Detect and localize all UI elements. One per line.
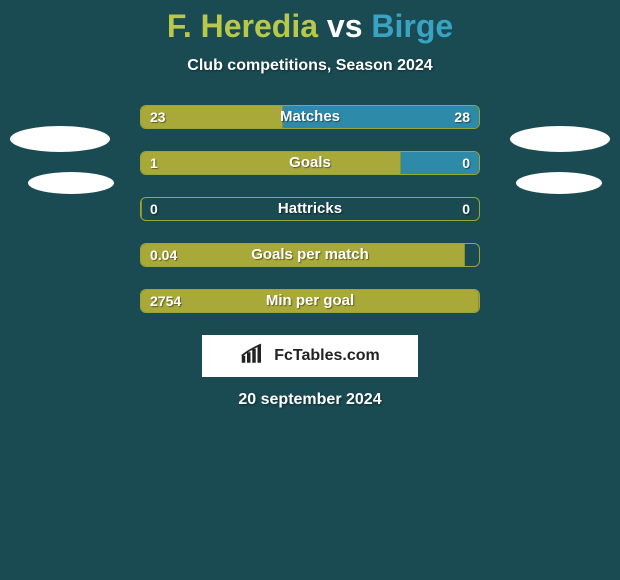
player2-value: 0 [462,151,470,175]
stat-row: 0 Hattricks 0 [0,197,620,221]
player2-name: Birge [371,8,453,44]
player2-value: 28 [454,105,470,129]
player2-value: 0 [462,197,470,221]
player1-name: F. Heredia [167,8,318,44]
stats-rows: 23 Matches 28 1 Goals 0 0 Hattricks 0 [0,105,620,313]
date-text: 20 september 2024 [0,391,620,409]
source-logo: FcTables.com [202,335,418,377]
stat-row: 2754 Min per goal [0,289,620,313]
vs-text: vs [327,8,363,44]
stat-row: 23 Matches 28 [0,105,620,129]
comparison-card: F. Heredia vs Birge Club competitions, S… [0,0,620,409]
stat-label: Min per goal [140,289,480,313]
stat-label: Goals [140,151,480,175]
stat-label: Hattricks [140,197,480,221]
stat-label: Goals per match [140,243,480,267]
stat-row: 1 Goals 0 [0,151,620,175]
stat-row: 0.04 Goals per match [0,243,620,267]
logo-text: FcTables.com [274,347,380,365]
chart-icon [240,343,268,370]
page-title: F. Heredia vs Birge [0,8,620,45]
subtitle: Club competitions, Season 2024 [0,57,620,75]
stat-label: Matches [140,105,480,129]
